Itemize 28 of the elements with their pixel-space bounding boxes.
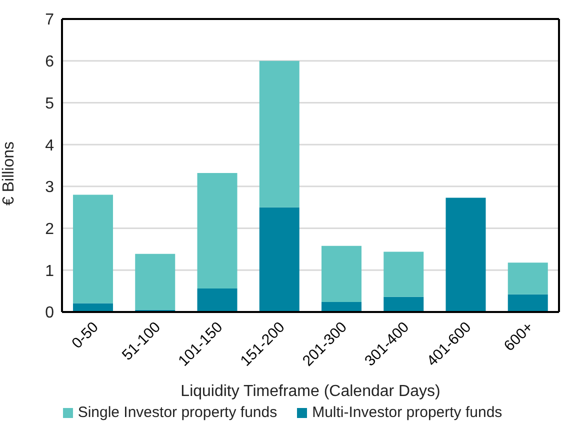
bar [508, 294, 548, 312]
y-tick-label: 2 [45, 220, 54, 238]
bar [197, 173, 238, 289]
y-tick-label: 5 [45, 95, 54, 112]
x-tick-label: 0-50 [68, 318, 102, 352]
bar [197, 288, 238, 312]
y-tick-label: 6 [45, 54, 54, 71]
bar [384, 252, 424, 297]
bar [73, 303, 113, 312]
bar [259, 60, 300, 208]
x-tick-label: 600+ [500, 318, 537, 355]
x-axis-title: Liquidity Timeframe (Calendar Days) [180, 383, 440, 400]
y-tick-label: 3 [45, 179, 54, 196]
bar [73, 194, 113, 304]
bar [322, 246, 362, 302]
legend-label: Multi-Investor property funds [311, 404, 502, 421]
bar [446, 198, 486, 312]
bar [508, 262, 548, 294]
y-tick-label: 1 [45, 262, 54, 280]
bar [384, 296, 424, 312]
y-tick-label: 4 [45, 137, 54, 154]
bar [135, 254, 176, 310]
bar [322, 302, 362, 312]
y-axis-title: € Billions [0, 141, 18, 206]
y-tick-label: 0 [45, 304, 54, 322]
bar [259, 207, 300, 312]
y-tick-label: 7 [45, 12, 54, 29]
legend-label: Single Investor property funds [76, 404, 278, 421]
